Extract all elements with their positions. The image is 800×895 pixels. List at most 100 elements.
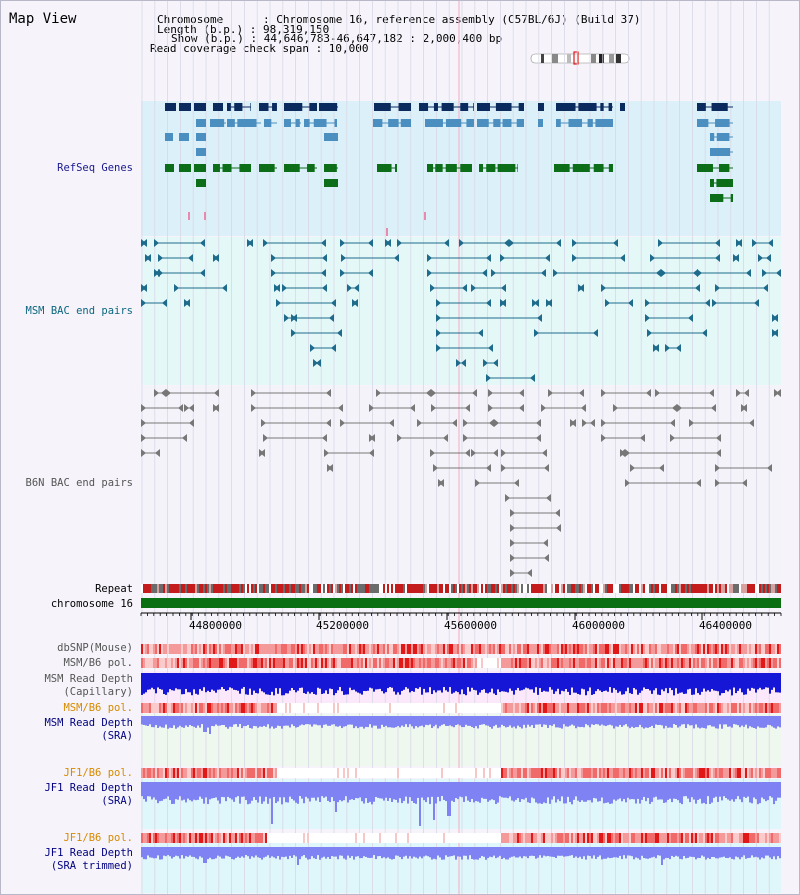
depth-bar <box>309 716 311 725</box>
polymorphism-cell <box>601 833 603 843</box>
polymorphism-cell <box>575 833 577 843</box>
depth-bar <box>511 782 513 801</box>
depth-bar <box>587 782 589 801</box>
repeat-segment <box>187 584 189 593</box>
depth-bar <box>175 673 177 689</box>
polymorphism-cell <box>587 768 589 778</box>
polymorphism-cell <box>745 703 747 713</box>
track-label-msm-depth-sra[interactable]: MSM Read Depth <box>44 717 133 729</box>
depth-bar <box>273 716 275 729</box>
depth-bar <box>583 673 585 690</box>
gene-exon <box>213 164 220 172</box>
depth-bar <box>329 847 331 859</box>
polymorphism-cell <box>399 658 401 668</box>
polymorphism-cell <box>269 703 271 713</box>
polymorphism-cell <box>213 768 215 778</box>
polymorphism-cell <box>563 644 565 654</box>
repeat-segment <box>771 584 773 593</box>
depth-bar <box>447 716 449 726</box>
depth-bar <box>275 716 277 728</box>
track-label-refseq-genes[interactable]: RefSeq Genes <box>57 162 133 174</box>
depth-bar <box>141 716 143 725</box>
polymorphism-cell <box>727 658 729 668</box>
polymorphism-cell <box>473 833 475 843</box>
depth-bar <box>379 782 381 799</box>
depth-bar <box>243 847 245 858</box>
gene-exon <box>697 103 706 111</box>
polymorphism-cell <box>263 833 265 843</box>
depth-bar <box>291 673 293 688</box>
polymorphism-cell <box>685 644 687 654</box>
polymorphism-cell <box>141 768 143 778</box>
track-label-jf1-trimmed[interactable]: JF1 Read Depth <box>44 847 133 859</box>
gene-exon <box>538 103 544 111</box>
depth-bar <box>231 782 233 800</box>
depth-bar <box>529 716 531 727</box>
track-label-msm-depth-capillary[interactable]: MSM Read Depth <box>44 673 133 685</box>
depth-bar <box>601 716 603 725</box>
track-label-jf1-pol[interactable]: JF1/B6 pol. <box>63 767 133 779</box>
depth-bar <box>531 673 533 690</box>
depth-bar <box>273 673 275 696</box>
depth-bar <box>771 716 773 727</box>
repeat-segment <box>571 584 573 593</box>
depth-bar <box>465 782 467 797</box>
polymorphism-cell <box>487 644 489 654</box>
depth-bar <box>475 782 477 802</box>
track-label-b6n-bac[interactable]: B6N BAC end pairs <box>25 477 133 489</box>
track-label-msm-pol-2[interactable]: MSM/B6 pol. <box>63 702 133 714</box>
polymorphism-cell <box>385 658 387 668</box>
depth-bar <box>177 716 179 728</box>
repeat-segment <box>313 584 315 593</box>
track-label-jf1-pol-2[interactable]: JF1/B6 pol. <box>63 832 133 844</box>
bac-end-mark <box>394 254 399 262</box>
polymorphism-cell <box>379 658 381 668</box>
polymorphism-cell <box>245 644 247 654</box>
depth-bar <box>267 782 269 804</box>
depth-bar <box>671 847 673 856</box>
polymorphism-cell <box>341 658 343 668</box>
repeat-segment <box>643 584 645 593</box>
bac-end-mark <box>417 419 422 427</box>
bac-end-mark <box>142 239 147 247</box>
depth-bar <box>747 847 749 859</box>
gene-exon <box>165 133 173 141</box>
depth-bar <box>691 673 693 695</box>
depth-bar <box>167 673 169 693</box>
depth-bar <box>411 782 413 801</box>
track-label-msm-pol[interactable]: MSM/B6 pol. <box>63 657 133 669</box>
depth-bar <box>749 782 751 803</box>
polymorphism-cell <box>429 768 431 778</box>
depth-bar <box>263 847 265 858</box>
track-label-dbsnp[interactable]: dbSNP(Mouse) <box>57 642 133 654</box>
repeat-segment <box>677 584 679 593</box>
bac-end-mark <box>541 269 546 277</box>
depth-bar <box>223 847 225 859</box>
polymorphism-cell <box>411 833 413 843</box>
polymorphism-cell <box>571 658 573 668</box>
polymorphism-cell <box>527 644 529 654</box>
depth-bar <box>301 673 303 688</box>
pseudogene-mark <box>188 212 190 220</box>
track-label-jf1-depth[interactable]: JF1 Read Depth <box>44 782 133 794</box>
polymorphism-cell <box>433 768 435 778</box>
polymorphism-cell <box>185 644 187 654</box>
repeat-segment <box>585 584 587 593</box>
repeat-segment <box>637 584 639 593</box>
polymorphism-cell <box>241 768 243 778</box>
bac-end-mark <box>501 299 506 307</box>
bac-end-mark <box>571 419 576 427</box>
depth-bar <box>191 673 193 696</box>
polymorphism-cell <box>457 768 459 778</box>
repeat-segment <box>467 584 469 593</box>
repeat-segment <box>485 584 487 593</box>
polymorphism-cell <box>531 644 533 654</box>
polymorphism-cell <box>413 703 415 713</box>
depth-bar <box>427 847 429 857</box>
polymorphism-cell <box>305 768 307 778</box>
polymorphism-cell <box>425 703 427 713</box>
polymorphism-cell <box>577 703 579 713</box>
repeat-segment <box>283 584 285 593</box>
track-label-msm-bac[interactable]: MSM BAC end pairs <box>25 305 133 317</box>
